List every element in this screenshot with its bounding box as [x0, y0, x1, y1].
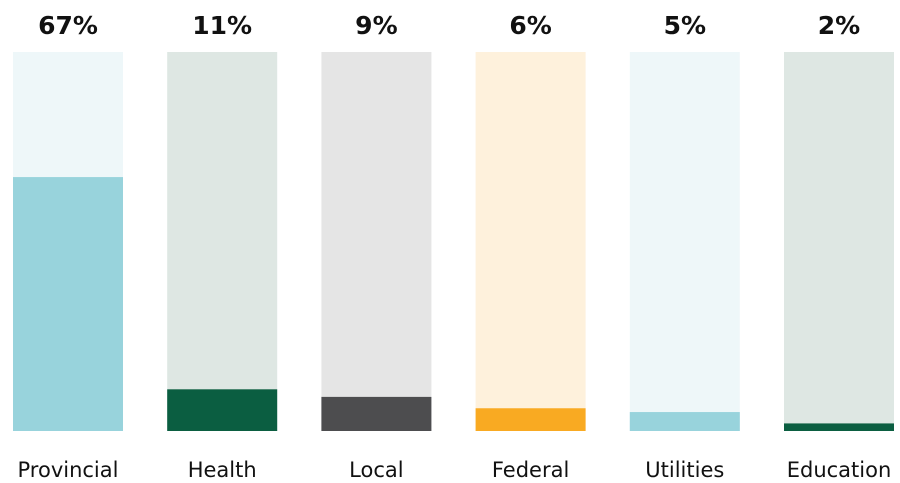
value-label: 5%	[664, 11, 706, 40]
bar-track	[784, 52, 894, 431]
bar-track	[167, 52, 278, 431]
value-label: 6%	[509, 11, 551, 40]
category-label: Local	[349, 458, 403, 482]
category-label: Federal	[492, 458, 569, 482]
category-label: Utilities	[645, 458, 724, 482]
bar	[475, 408, 586, 431]
bar	[13, 177, 123, 431]
bar	[167, 389, 278, 431]
value-label: 11%	[192, 11, 252, 40]
value-label: 67%	[38, 11, 98, 40]
bar	[629, 412, 740, 431]
bar-track	[321, 52, 432, 431]
value-label: 9%	[355, 11, 397, 40]
bar	[784, 423, 894, 431]
category-label: Provincial	[18, 458, 119, 482]
bar-track	[475, 52, 586, 431]
category-label: Health	[188, 458, 257, 482]
bar	[321, 396, 432, 431]
bar-track	[629, 52, 740, 431]
category-label: Education	[787, 458, 892, 482]
value-label: 2%	[818, 11, 860, 40]
